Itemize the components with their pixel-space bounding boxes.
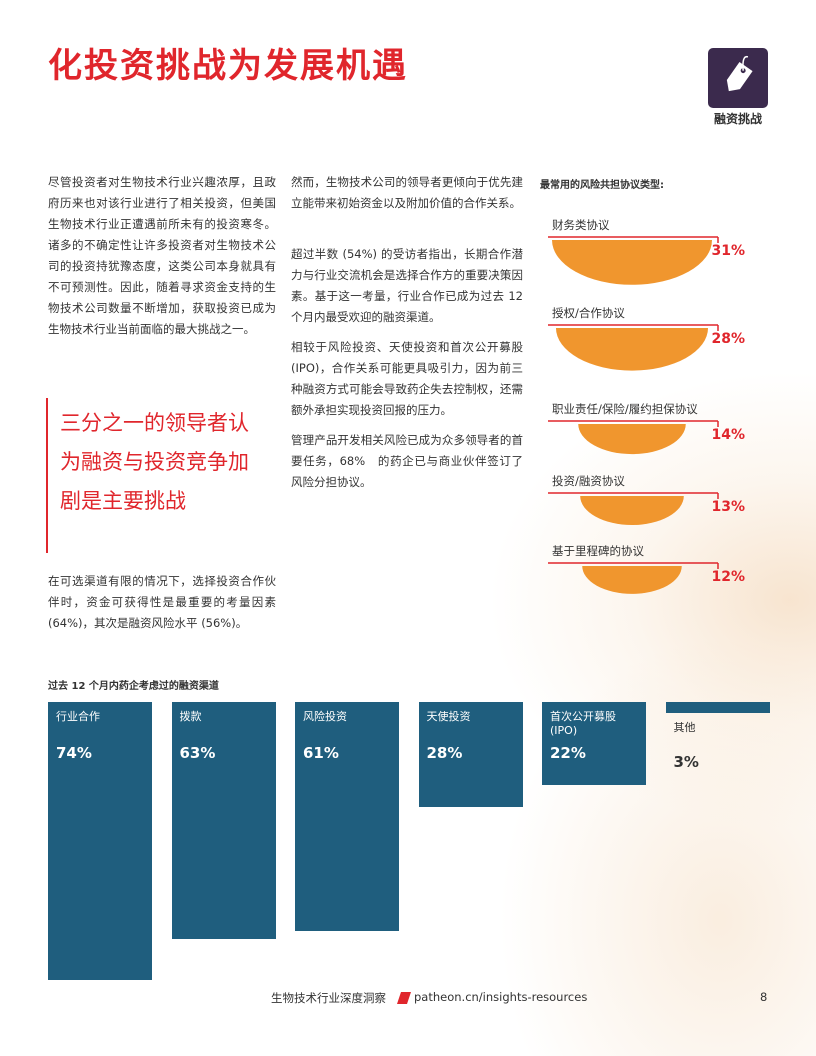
badge-label: 融资挑战 (713, 112, 762, 126)
paragraph: 然而，生物技术公司的领导者更倾向于优先建立能带来初始资金以及附加价值的合作关系。 (291, 175, 523, 210)
value-label: 63% (179, 744, 216, 762)
value-label: 3% (673, 753, 699, 772)
bowl (578, 424, 686, 455)
value-label: 12% (711, 569, 745, 585)
footer-url: patheon.cn/insights-resources (414, 990, 588, 1004)
value-label: 22% (550, 744, 586, 762)
value-label: 61% (303, 744, 339, 762)
category-label: 投资/融资协议 (552, 474, 625, 488)
bar-label: 拨款 (179, 710, 202, 723)
bowl (580, 496, 684, 526)
paragraph: 尽管投资者对生物技术行业兴趣浓厚，且政府历来也对该行业进行了相关投资，但美国生物… (48, 175, 276, 336)
category-label: 财务类协议 (552, 218, 610, 232)
footer-title: 生物技术行业深度洞察 (271, 991, 386, 1005)
category-label: 基于里程碑的协议 (552, 544, 644, 558)
paragraph: 管理产品开发相关风险已成为众多领导者的首要任务，68% 的药企已与商业伙伴签订了… (291, 433, 523, 489)
value-label: 13% (711, 499, 745, 515)
bar (171, 702, 276, 939)
bar-label: 行业合作 (56, 710, 100, 723)
bar-label: 其他 (673, 721, 696, 735)
value-label: 28% (711, 331, 745, 347)
tag-icon (726, 55, 753, 92)
bar (542, 702, 646, 785)
page-number: 8 (760, 990, 768, 1004)
category-label: 授权/合作协议 (552, 306, 625, 320)
value-label: 74% (56, 744, 92, 762)
bowl (555, 328, 709, 371)
paragraph: 相较于风险投资、天使投资和首次公开募股 (IPO)，合作关系可能更具吸引力，因为… (291, 340, 523, 417)
bowl (552, 240, 712, 285)
bar (665, 702, 770, 714)
bar-label: 风险投资 (303, 710, 347, 723)
chart-title: 过去 12 个月内药企考虑过的融资渠道 (48, 681, 219, 692)
value-label: 31% (711, 243, 745, 259)
footer-mark (397, 992, 411, 1004)
bar-label: 首次公开募股 (IPO) (550, 710, 616, 737)
page-title: 化投资挑战为发展机遇 (48, 46, 408, 86)
channel-chart: 行业合作 74% 拨款 63% 风险投资 61% 天使投资 28% 首次公开募股 (IPO) 22… (48, 702, 770, 992)
value-label: 28% (426, 744, 463, 762)
paragraph: 超过半数 (54%) 的受访者指出，长期合作潜力与行业交流机会是选择合作方的重要… (291, 247, 523, 324)
value-label: 14% (711, 427, 745, 443)
pull-quote: 三分之一的领导者认为融资与投资竞争加剧是主要挑战 (60, 411, 249, 513)
bowl (582, 566, 682, 594)
chart-title: 最常用的风险共担协议类型: (540, 180, 664, 191)
bar-label: 天使投资 (426, 710, 471, 723)
bar (295, 702, 399, 932)
bar (48, 702, 152, 980)
bar (418, 702, 523, 808)
quote-bar (46, 398, 48, 553)
category-label: 职业责任/保险/履约担保协议 (552, 402, 698, 416)
risk-chart: 财务类协议 31% 授权/合作协议 28% 职业责任/保险/履约担保协议 14% 投资/融资… (548, 218, 745, 594)
paragraph: 在可选渠道有限的情况下，选择投资合作伙伴时，资金可获得性是最重要的考量因素 (6… (48, 574, 276, 630)
badge-icon (708, 48, 768, 108)
